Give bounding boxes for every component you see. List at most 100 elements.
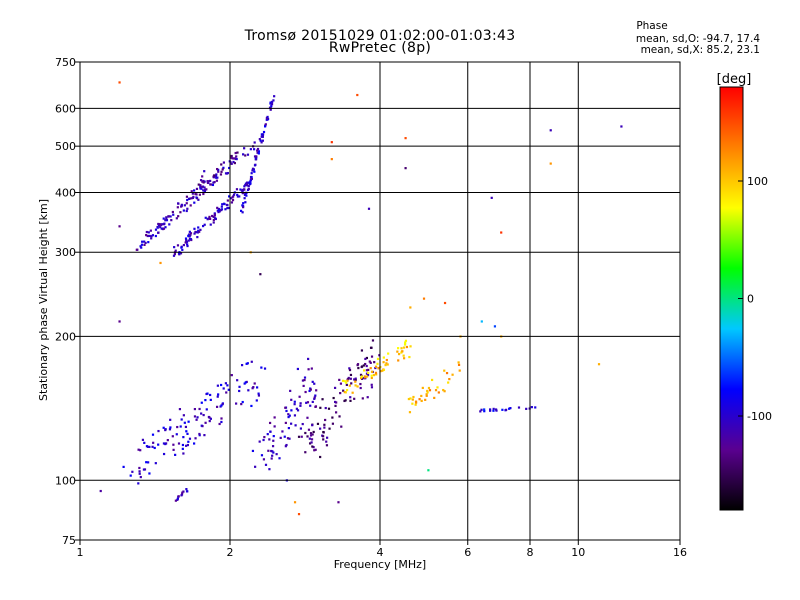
data-point <box>215 176 218 179</box>
data-point <box>418 398 421 401</box>
x-tick-label: 1 <box>77 546 84 559</box>
data-point <box>247 184 250 188</box>
data-point <box>479 410 482 413</box>
data-point <box>501 408 504 411</box>
data-point <box>184 425 188 429</box>
data-point <box>194 231 198 234</box>
data-point <box>230 201 234 204</box>
data-point <box>310 441 313 444</box>
data-point <box>220 205 223 208</box>
data-point <box>154 228 158 231</box>
data-point <box>323 423 326 426</box>
data-point <box>287 426 290 430</box>
data-point <box>160 227 163 230</box>
data-point <box>161 227 165 231</box>
data-point <box>253 164 257 167</box>
data-point <box>376 357 380 361</box>
data-point <box>405 345 409 349</box>
data-point <box>174 249 177 252</box>
data-point <box>325 440 328 443</box>
data-point <box>275 453 278 456</box>
data-point <box>171 435 174 438</box>
data-point <box>206 218 209 221</box>
data-point <box>166 439 169 442</box>
data-point <box>492 409 495 412</box>
data-point <box>490 196 493 199</box>
data-point <box>249 148 252 151</box>
data-point <box>164 226 167 229</box>
data-point <box>261 135 264 138</box>
data-point <box>204 421 207 424</box>
data-point <box>263 367 267 370</box>
data-point <box>270 457 273 460</box>
data-point <box>311 445 314 448</box>
data-point <box>382 368 386 372</box>
data-point <box>298 395 301 398</box>
data-point <box>296 409 300 412</box>
data-point <box>411 402 414 405</box>
data-point <box>367 207 371 210</box>
data-point <box>239 209 243 212</box>
data-point <box>306 416 309 419</box>
data-point <box>197 198 200 201</box>
data-point <box>260 366 263 369</box>
data-point <box>345 381 348 384</box>
data-point <box>530 406 533 409</box>
data-point <box>338 378 341 381</box>
y-tick-label: 75 <box>62 534 76 547</box>
data-point <box>140 246 143 249</box>
data-point <box>154 234 157 238</box>
data-point <box>180 205 183 208</box>
data-point <box>203 186 206 189</box>
colorbar-tick-label: 100 <box>747 175 768 188</box>
data-point <box>359 382 362 386</box>
data-point <box>372 374 375 377</box>
data-point <box>157 231 160 234</box>
data-point <box>458 369 461 372</box>
data-point <box>293 400 296 403</box>
data-point <box>250 172 253 175</box>
data-point <box>139 449 142 452</box>
data-point <box>323 426 326 429</box>
data-point <box>262 130 266 134</box>
data-point <box>233 157 236 160</box>
data-point <box>165 218 168 221</box>
data-point <box>385 362 388 365</box>
data-point <box>146 234 149 238</box>
data-point <box>409 397 412 400</box>
data-point <box>294 424 297 427</box>
data-point <box>408 355 411 359</box>
data-point <box>397 359 400 362</box>
data-point <box>193 227 196 230</box>
data-point <box>304 451 307 454</box>
data-point <box>189 233 192 237</box>
data-point <box>201 185 204 188</box>
data-point <box>344 399 347 402</box>
data-point <box>427 386 431 390</box>
data-point <box>147 461 150 464</box>
data-point <box>165 216 168 219</box>
data-point <box>290 422 293 425</box>
data-point <box>174 499 177 502</box>
data-point <box>288 414 291 417</box>
data-point <box>370 386 374 389</box>
data-point <box>283 435 286 438</box>
data-point <box>260 141 263 144</box>
data-point <box>129 474 132 477</box>
data-point <box>199 185 202 188</box>
data-point <box>171 210 174 214</box>
data-point <box>195 196 198 199</box>
data-point <box>203 434 206 437</box>
data-point <box>185 239 188 242</box>
data-point <box>434 389 438 392</box>
data-point <box>231 199 235 202</box>
data-point <box>312 430 315 434</box>
data-point <box>251 387 254 390</box>
data-point <box>436 386 439 389</box>
data-point <box>230 156 233 159</box>
data-point <box>251 449 255 453</box>
data-point <box>187 239 190 242</box>
data-point <box>262 438 265 442</box>
data-point <box>151 445 154 448</box>
data-point <box>172 448 175 451</box>
